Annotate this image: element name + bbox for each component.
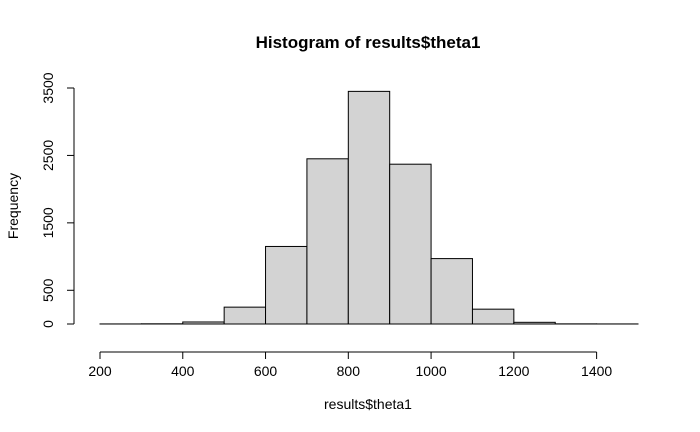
y-tick-label: 2500 <box>40 140 56 171</box>
histogram-bar <box>471 308 515 325</box>
y-tick-label: 0 <box>40 320 56 328</box>
x-tick-label: 1000 <box>415 363 446 379</box>
histogram-bar <box>430 258 473 325</box>
x-tick-label: 1200 <box>498 363 529 379</box>
histogram-bar <box>513 321 556 325</box>
histogram-bar <box>223 306 267 325</box>
y-tick-label: 1500 <box>40 207 56 238</box>
x-tick-label: 200 <box>88 363 112 379</box>
x-axis-label: results$theta1 <box>324 396 412 412</box>
chart-title: Histogram of results$theta1 <box>256 33 481 52</box>
histogram-bar <box>182 321 225 325</box>
x-axis-ticks: 200 400 600 800 1000 1200 1400 <box>88 352 612 379</box>
y-axis-label: Frequency <box>5 173 21 239</box>
histogram-bar <box>347 90 391 325</box>
y-axis-ticks: 0 500 1500 2500 3500 <box>40 72 74 328</box>
x-tick-label: 800 <box>337 363 361 379</box>
y-tick-label: 3500 <box>40 72 56 103</box>
bars-group <box>99 90 639 325</box>
x-tick-label: 1400 <box>581 363 612 379</box>
histogram-bar <box>306 158 349 325</box>
x-tick-label: 600 <box>254 363 278 379</box>
x-tick-label: 400 <box>171 363 195 379</box>
histogram-bar <box>389 163 432 325</box>
histogram-bar <box>265 245 308 325</box>
y-tick-label: 500 <box>40 278 56 302</box>
